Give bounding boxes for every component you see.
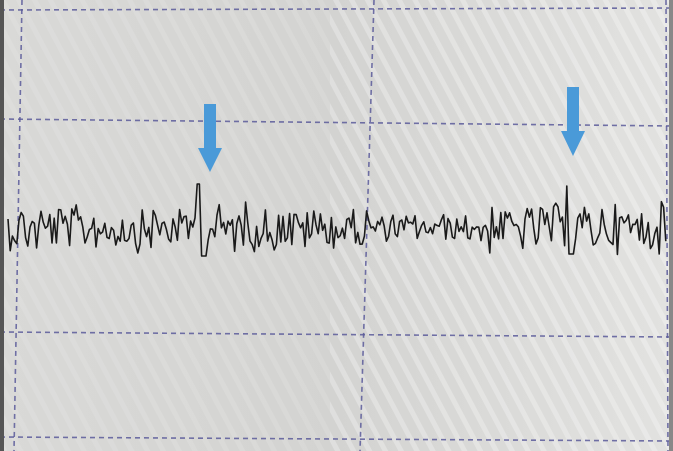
frame-edge — [669, 0, 673, 451]
page: (() => { let s = 12345; const rnd = () =… — [0, 0, 673, 451]
monitor-photo — [0, 0, 673, 451]
frame-edge — [0, 0, 4, 451]
